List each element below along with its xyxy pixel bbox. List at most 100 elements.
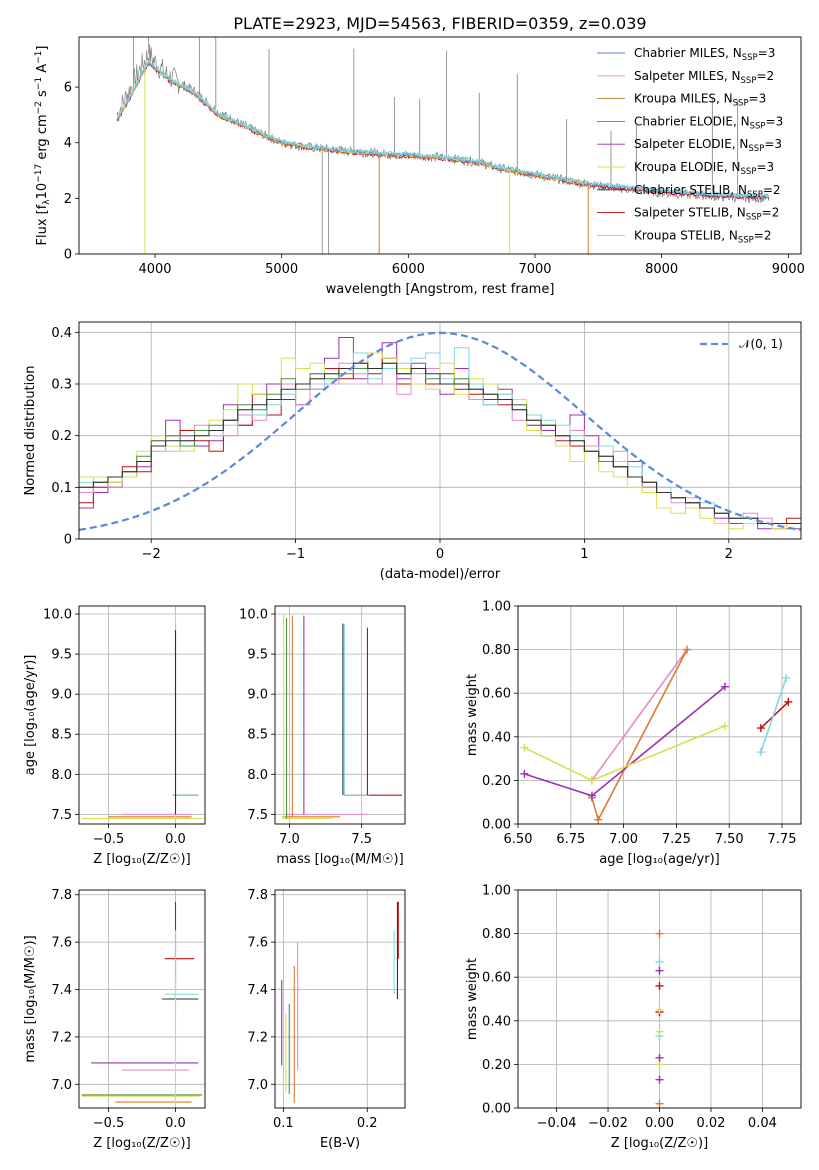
- x-tick-label: 0.04: [748, 1116, 777, 1131]
- plot-area: [81, 614, 203, 819]
- data-point: [655, 929, 664, 938]
- x-tick-label: 7.25: [662, 832, 691, 847]
- x-axis-label: E(B-V): [320, 1136, 360, 1151]
- y-tick-label: 7.5: [51, 808, 72, 823]
- data-point: [720, 721, 729, 730]
- legend-name: Chabrier ELODIE, N: [634, 114, 750, 128]
- y-tick-label: 7.6: [247, 936, 268, 951]
- plot-area: [81, 901, 203, 1104]
- figure-title: PLATE=2923, MJD=54563, FIBERID=0359, z=0…: [233, 14, 646, 33]
- y-tick-label: 0.2: [51, 429, 72, 444]
- y-tick-label: 0.60: [482, 971, 511, 986]
- y-tick-label: 0: [64, 533, 72, 548]
- y-tick-label: 7.4: [247, 983, 268, 998]
- legend-sub: SSP: [750, 121, 766, 131]
- legend-name: Salpeter STELIB, N: [634, 206, 746, 220]
- panel-mass_vs_Z: −0.5 0.0 7.0 7.2 7.4 7.6 7.8 Z [log₁₀(Z/Z☉)] mas…: [23, 888, 206, 1151]
- x-tick-label: 6000: [392, 262, 425, 277]
- plot-area: [79, 331, 801, 531]
- legend-entry: Chabrier ELODIE, NSSP=3: [634, 114, 783, 131]
- legend-tail: =3: [764, 137, 782, 151]
- legend-tail: =2: [762, 206, 780, 220]
- x-tick-label: 0.1: [273, 1116, 294, 1131]
- y-label-part: s: [35, 90, 50, 101]
- data-point: [587, 791, 596, 800]
- legend-tail: =3: [758, 46, 776, 60]
- y-tick-label: 9.0: [247, 688, 268, 703]
- data-point: [655, 966, 664, 975]
- axes-frame: [517, 889, 802, 1109]
- y-tick-label: 7.0: [247, 1078, 268, 1093]
- y-tick-label: 2: [64, 192, 72, 207]
- legend-sub: SSP: [746, 213, 762, 223]
- panel-weight_vs_Z: −0.04 −0.02 0.00 0.02 0.04 0.00 0.20 0.40 0.60 0.…: [465, 884, 802, 1151]
- y-axis-label: age [log₁₀(age/yr)]: [23, 655, 38, 776]
- y-tick-label: 4: [64, 136, 72, 151]
- x-tick-label: 0.0: [165, 832, 186, 847]
- x-tick-label: 7.0: [279, 832, 300, 847]
- histogram-salpeter_miles: [79, 362, 801, 524]
- y-tick-label: 1.00: [482, 884, 511, 899]
- x-tick-label: 7.00: [609, 832, 638, 847]
- weight-series-orange: [591, 649, 688, 822]
- legend-sub: SSP: [733, 99, 749, 109]
- y-tick-label: 0.1: [51, 481, 72, 496]
- x-tick-label: −0.02: [588, 1116, 628, 1131]
- x-tick-label: 0: [436, 547, 444, 562]
- y-label-part: −1: [34, 51, 44, 64]
- axes-frame: [78, 321, 802, 540]
- axes-frame: [78, 605, 206, 825]
- x-tick-label: 6.75: [556, 832, 585, 847]
- y-tick-label: 7.6: [51, 936, 72, 951]
- legend-name: Chabrier STELIB, N: [634, 183, 747, 197]
- panel-spectrum: 4000 5000 6000 7000 8000 9000 0 2 4 6 wavelength […: [34, 36, 805, 297]
- y-tick-label: 9.5: [247, 648, 268, 663]
- y-tick-label: 1.00: [482, 600, 511, 615]
- y-tick-label: 10.0: [43, 608, 72, 623]
- y-axis-label: mass weight: [465, 674, 480, 756]
- x-tick-label: −1: [286, 547, 305, 562]
- legend-sub: SSP: [748, 144, 764, 154]
- panel-weight_vs_age: 6.50 6.75 7.00 7.25 7.50 7.75 0.00 0.20 0.40 0.60…: [465, 600, 802, 867]
- y-tick-label: 6: [64, 81, 72, 96]
- axes-frame: [517, 605, 802, 825]
- data-point: [682, 645, 691, 654]
- legend-name: Kroupa ELODIE, N: [634, 160, 741, 174]
- x-tick-label: 0.02: [696, 1116, 725, 1131]
- data-point: [655, 1075, 664, 1084]
- y-tick-label: 7.2: [51, 1030, 72, 1045]
- y-tick-label: 7.0: [51, 1078, 72, 1093]
- x-tick-label: 0.0: [165, 1116, 186, 1131]
- legend-name: Salpeter ELODIE, N: [634, 137, 748, 151]
- y-tick-label: 0.00: [482, 818, 511, 833]
- x-axis-label: age [log₁₀(age/yr)]: [599, 852, 720, 867]
- legend-tail: =3: [749, 92, 767, 106]
- data-point: [520, 743, 529, 752]
- axes-frame: [78, 889, 206, 1109]
- y-tick-label: 0.00: [482, 1102, 511, 1117]
- y-tick-label: 7.5: [247, 808, 268, 823]
- legend-entry: Kroupa ELODIE, NSSP=3: [634, 160, 774, 177]
- legend-entry: Kroupa MILES, NSSP=3: [634, 92, 766, 109]
- x-tick-label: −0.5: [93, 1116, 125, 1131]
- data-point: [655, 1005, 664, 1014]
- model-spectrum-salpeter_stelib: [116, 62, 770, 200]
- legend-sub: SSP: [741, 167, 757, 177]
- y-tick-label: 9.0: [51, 688, 72, 703]
- legend-sub: SSP: [741, 76, 757, 86]
- panel-age_vs_Z: −0.5 0.0 7.5 8.0 8.5 9.0 9.5 10.0 Z [log₁₀(Z/Z☉)…: [23, 605, 206, 867]
- y-label-part: −1: [34, 77, 44, 90]
- legend-tail: =2: [754, 228, 772, 242]
- weight-series-kroupa_stelib: [760, 677, 787, 753]
- plot-area: [116, 37, 770, 254]
- x-tick-label: −0.5: [93, 832, 125, 847]
- legend-entry: Salpeter MILES, NSSP=2: [634, 69, 774, 86]
- legend-sub: SSP: [738, 235, 754, 245]
- x-tick-label: 2: [725, 547, 733, 562]
- y-tick-label: 0.80: [482, 643, 511, 658]
- x-tick-label: 7.5: [351, 832, 372, 847]
- x-tick-label: 7000: [518, 262, 551, 277]
- legend-entry: Kroupa STELIB, NSSP=2: [634, 228, 772, 245]
- x-tick-label: 0.2: [357, 1116, 378, 1131]
- y-tick-label: 0.3: [51, 378, 72, 393]
